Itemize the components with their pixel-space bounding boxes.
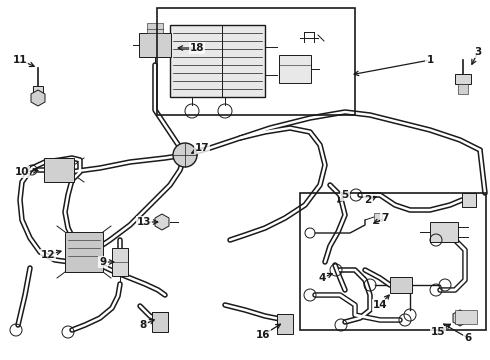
Bar <box>157 8 355 115</box>
Polygon shape <box>453 310 467 326</box>
Text: 17: 17 <box>195 143 209 153</box>
Text: 12: 12 <box>41 250 55 260</box>
Text: 5: 5 <box>342 190 348 200</box>
Bar <box>147 23 163 33</box>
Bar <box>139 33 171 57</box>
Text: 16: 16 <box>256 330 270 340</box>
Bar <box>279 55 311 83</box>
Text: 14: 14 <box>373 300 387 310</box>
Bar <box>44 158 74 182</box>
Polygon shape <box>31 90 45 106</box>
Bar <box>33 86 43 98</box>
Bar <box>374 213 382 221</box>
Bar <box>455 310 477 324</box>
Bar <box>390 277 412 293</box>
Text: 2: 2 <box>365 195 371 205</box>
Bar <box>152 312 168 332</box>
Text: 6: 6 <box>465 333 471 343</box>
Text: 1: 1 <box>426 55 434 65</box>
Text: 4: 4 <box>318 273 326 283</box>
Text: 15: 15 <box>431 327 445 337</box>
Text: 18: 18 <box>190 43 204 53</box>
Bar <box>65 232 103 272</box>
Bar <box>462 193 476 207</box>
Bar <box>112 248 128 276</box>
Text: 9: 9 <box>99 257 106 267</box>
Bar <box>430 222 458 242</box>
Text: 13: 13 <box>137 217 151 227</box>
Bar <box>277 314 293 334</box>
Text: 7: 7 <box>381 213 389 223</box>
Text: 8: 8 <box>139 320 147 330</box>
Text: 10: 10 <box>15 167 29 177</box>
Bar <box>455 74 471 84</box>
Bar <box>170 25 265 97</box>
Bar <box>300 193 486 330</box>
Circle shape <box>173 143 197 167</box>
Text: 3: 3 <box>474 47 482 57</box>
Bar <box>458 84 468 94</box>
Text: 11: 11 <box>13 55 27 65</box>
Polygon shape <box>155 214 169 230</box>
